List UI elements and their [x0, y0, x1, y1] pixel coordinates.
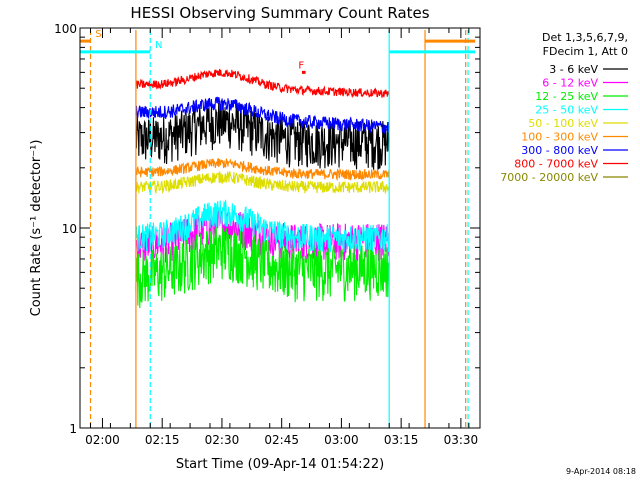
footer-timestamp: 9-Apr-2014 08:18 — [566, 467, 636, 476]
series-line-2 — [135, 227, 390, 308]
x-tick-label-6: 03:30 — [444, 433, 479, 447]
legend-entry-label-5: 100 - 300 keV — [521, 131, 598, 144]
y-axis-label: Count Rate (s⁻¹ detector⁻¹) — [29, 140, 44, 317]
legend-header-line-1: Det 1,3,5,6,7,9, — [542, 31, 628, 44]
series-line-3 — [135, 199, 390, 253]
x-axis-label: Start Time (09-Apr-14 01:54:22) — [176, 457, 384, 472]
x-tick-label-4: 03:00 — [324, 433, 359, 447]
flag-f-label: F — [298, 60, 304, 71]
legend-entry-label-2: 12 - 25 keV — [535, 90, 598, 103]
x-tick-label-2: 02:30 — [205, 433, 240, 447]
x-tick-label-3: 02:45 — [264, 433, 299, 447]
y-tick-label-1: 10 — [62, 222, 77, 236]
series-line-7 — [135, 68, 390, 99]
y-axis: 1 10 100 — [54, 22, 480, 436]
series-line-4 — [135, 171, 390, 195]
y-tick-label-0: 1 — [69, 422, 77, 436]
series-line-5 — [135, 158, 390, 182]
flag-n-label: N — [155, 40, 162, 51]
legend-entry-label-6: 300 - 800 keV — [521, 144, 598, 157]
x-tick-label-1: 02:15 — [145, 433, 180, 447]
flag-s-label: S — [95, 29, 101, 40]
legend-header-line-2: FDecim 1, Att 0 — [543, 45, 628, 58]
x-tick-label-0: 02:00 — [85, 433, 120, 447]
x-tick-label-5: 03:15 — [384, 433, 419, 447]
legend-entry-label-7: 800 - 7000 keV — [514, 158, 598, 171]
legend-entry-label-4: 50 - 100 keV — [528, 117, 598, 130]
y-tick-label-2: 100 — [54, 22, 77, 36]
legend-entry-label-3: 25 - 50 keV — [535, 104, 598, 117]
legend-entry-label-8: 7000 - 20000 keV — [500, 171, 598, 184]
legend-entry-label-0: 3 - 6 keV — [549, 63, 598, 76]
x-axis: 02:00 02:15 02:30 02:45 03:00 03:15 03:30 — [85, 28, 478, 447]
legend-entry-label-1: 6 - 12 keV — [542, 77, 598, 90]
series-line-6 — [135, 96, 390, 134]
legend: Det 1,3,5,6,7,9, FDecim 1, Att 0 3 - 6 k… — [500, 31, 628, 184]
series-line-0 — [135, 100, 390, 170]
chart-title: HESSI Observing Summary Count Rates — [130, 4, 429, 22]
plot-area: S N F — [80, 29, 476, 428]
